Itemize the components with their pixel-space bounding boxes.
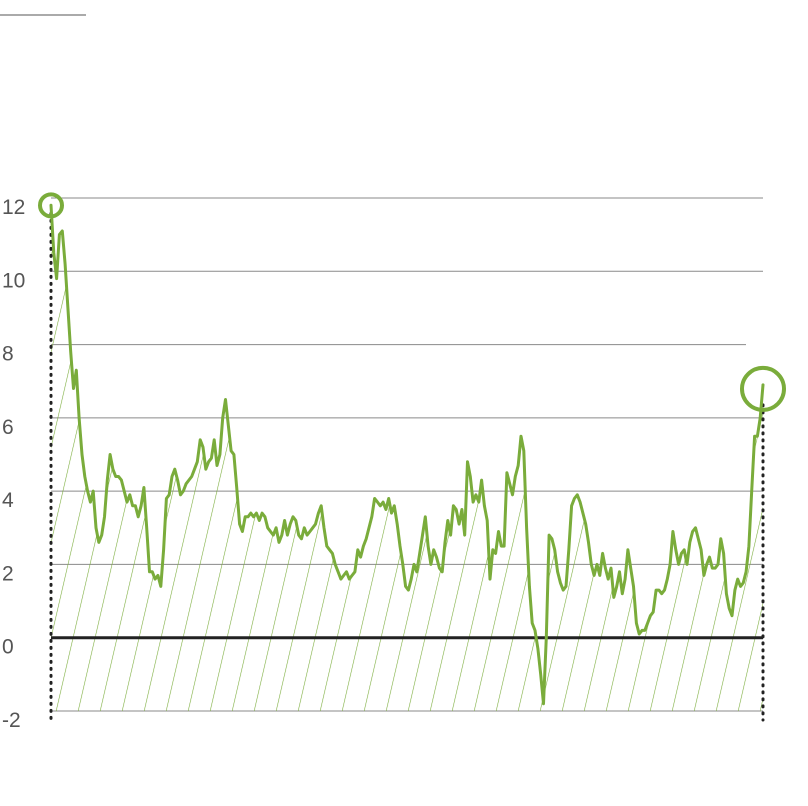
series-lines [49,203,765,706]
y-tick-label: 4 [2,489,14,512]
series-line [49,203,765,706]
y-tick-label: -2 [2,709,21,732]
y-tick-label: 12 [2,196,25,219]
y-tick-label: 8 [2,343,14,366]
y-tick-label: 10 [2,269,25,292]
endpoint-markers [38,192,786,412]
start-point-marker [38,192,64,219]
y-tick-label: 0 [2,636,14,659]
series-area [51,205,763,712]
y-axis-ticks: 12 10 8 6 4 2 0 -2 [2,196,25,732]
y-tick-label: 2 [2,562,14,585]
end-point-marker [740,365,786,412]
hatched-area [51,205,763,712]
y-tick-label: 6 [2,416,14,439]
